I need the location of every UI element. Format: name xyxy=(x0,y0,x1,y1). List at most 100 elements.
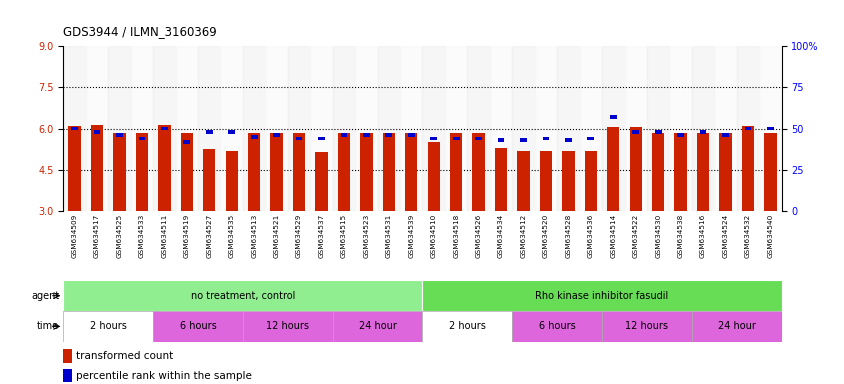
Bar xyxy=(333,46,354,211)
Bar xyxy=(153,46,176,211)
Bar xyxy=(243,46,265,211)
Bar xyxy=(295,137,302,140)
Bar xyxy=(511,46,534,211)
Text: time: time xyxy=(37,321,59,331)
Bar xyxy=(696,133,708,211)
Bar xyxy=(354,46,377,211)
Bar xyxy=(270,133,283,211)
Bar xyxy=(243,311,333,342)
Text: percentile rank within the sample: percentile rank within the sample xyxy=(76,371,252,381)
Bar xyxy=(490,46,511,211)
Bar xyxy=(338,133,349,211)
Bar xyxy=(699,130,706,134)
Bar xyxy=(539,151,551,211)
Text: 2 hours: 2 hours xyxy=(448,321,485,331)
Bar xyxy=(94,130,100,134)
Bar xyxy=(377,46,399,211)
Bar xyxy=(161,127,168,131)
Bar xyxy=(293,133,305,211)
Text: GDS3944 / ILMN_3160369: GDS3944 / ILMN_3160369 xyxy=(63,25,217,38)
Bar xyxy=(744,127,750,131)
Bar xyxy=(317,137,324,140)
Bar xyxy=(136,133,148,211)
Bar xyxy=(584,151,597,211)
Bar xyxy=(474,137,481,140)
Bar xyxy=(68,126,81,211)
Text: 24 hour: 24 hour xyxy=(358,321,396,331)
Bar xyxy=(452,137,459,140)
Bar xyxy=(247,133,260,211)
Bar xyxy=(467,46,490,211)
Bar xyxy=(360,133,372,211)
Bar xyxy=(430,137,436,140)
Bar xyxy=(609,115,616,119)
Bar xyxy=(472,133,484,211)
Bar xyxy=(758,46,781,211)
Bar xyxy=(251,135,257,139)
Bar xyxy=(511,311,601,342)
Bar xyxy=(654,130,661,134)
Bar xyxy=(108,46,131,211)
Bar xyxy=(624,46,647,211)
Bar xyxy=(158,124,170,211)
Bar xyxy=(601,311,691,342)
Bar xyxy=(363,134,370,137)
Bar xyxy=(116,134,122,137)
Bar xyxy=(561,151,574,211)
Bar xyxy=(382,133,394,211)
Bar xyxy=(691,46,713,211)
Bar xyxy=(63,46,86,211)
Bar xyxy=(601,46,624,211)
Bar xyxy=(565,138,571,142)
Bar xyxy=(385,134,392,137)
Bar xyxy=(63,280,422,311)
Bar xyxy=(691,311,781,342)
Bar xyxy=(63,311,153,342)
Bar xyxy=(422,280,781,311)
Bar xyxy=(203,149,215,211)
Bar xyxy=(71,127,78,131)
Bar xyxy=(520,138,527,142)
Bar xyxy=(718,133,731,211)
Bar xyxy=(399,46,422,211)
Bar xyxy=(422,46,445,211)
Bar xyxy=(408,134,414,137)
Text: agent: agent xyxy=(31,291,59,301)
Bar xyxy=(288,46,310,211)
Bar xyxy=(404,133,417,211)
Bar xyxy=(138,137,145,140)
Bar xyxy=(445,46,467,211)
Bar xyxy=(91,124,103,211)
Text: 12 hours: 12 hours xyxy=(625,321,668,331)
Text: 12 hours: 12 hours xyxy=(266,321,309,331)
Bar xyxy=(497,138,504,142)
Bar xyxy=(427,142,440,211)
Bar xyxy=(63,369,73,382)
Text: 2 hours: 2 hours xyxy=(89,321,127,331)
Text: 24 hour: 24 hour xyxy=(717,321,755,331)
Bar xyxy=(63,349,73,363)
Bar xyxy=(631,130,638,134)
Bar xyxy=(741,126,753,211)
Bar xyxy=(736,46,758,211)
Bar xyxy=(763,133,776,211)
Bar xyxy=(534,46,556,211)
Bar xyxy=(652,133,663,211)
Bar xyxy=(495,148,506,211)
Bar xyxy=(422,311,511,342)
Bar xyxy=(273,134,279,137)
Bar xyxy=(674,133,686,211)
Bar xyxy=(310,46,333,211)
Bar xyxy=(713,46,736,211)
Bar xyxy=(197,46,220,211)
Bar xyxy=(340,134,347,137)
Bar xyxy=(542,137,549,140)
Bar xyxy=(450,133,462,211)
Bar xyxy=(113,133,126,211)
Bar xyxy=(228,130,235,134)
Bar xyxy=(220,46,243,211)
Text: no treatment, control: no treatment, control xyxy=(191,291,295,301)
Bar xyxy=(206,130,213,134)
Bar xyxy=(183,140,190,144)
Bar xyxy=(225,151,238,211)
